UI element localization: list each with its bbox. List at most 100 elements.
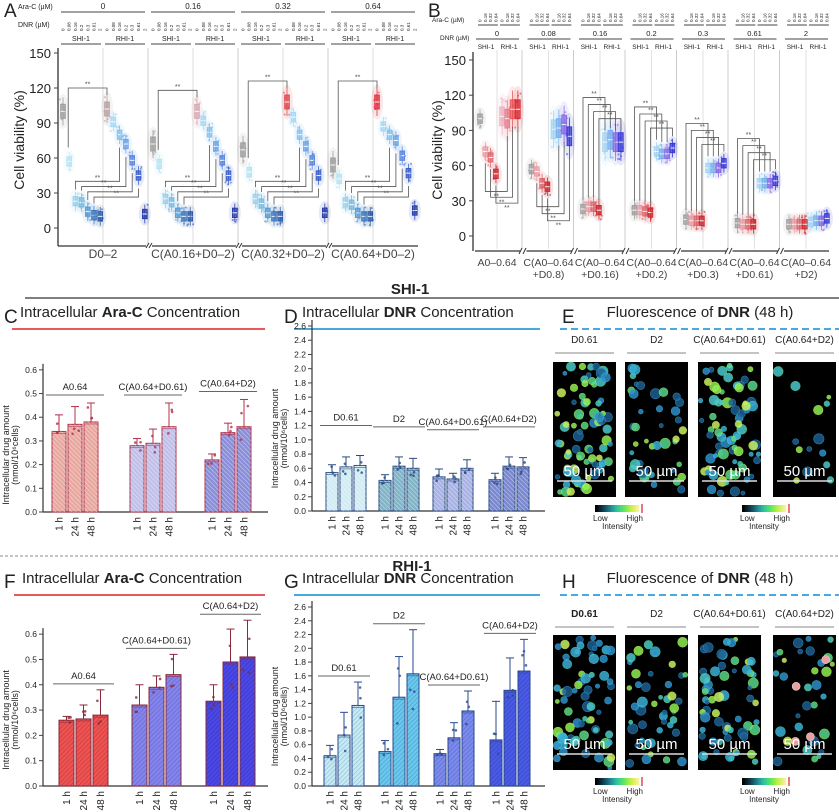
data-point xyxy=(513,106,516,109)
data-point xyxy=(608,132,611,135)
bar-hatch xyxy=(222,750,239,766)
colorbar-segment xyxy=(758,505,760,512)
bar-hatch xyxy=(378,751,386,759)
data-point xyxy=(767,180,770,183)
bar-hatch xyxy=(58,727,75,744)
bar-hatch xyxy=(517,772,531,786)
x-tick-label: 24 h xyxy=(342,516,353,535)
colorbar-segment xyxy=(783,505,785,512)
bar-hatch xyxy=(67,494,83,509)
cell xyxy=(590,634,597,641)
significance-bracket xyxy=(75,147,120,190)
dnr-level: 0.16 xyxy=(253,22,258,31)
bar-hatch xyxy=(353,497,367,511)
data-point xyxy=(529,171,532,174)
bar-hatch xyxy=(517,727,531,741)
bar-group-item xyxy=(339,456,353,512)
data-point xyxy=(202,115,205,118)
bar-hatch xyxy=(406,484,420,497)
data-point xyxy=(360,471,364,474)
data-point xyxy=(125,135,128,138)
y-tick-label: 1.0 xyxy=(294,435,306,445)
cell xyxy=(605,739,613,747)
data-point xyxy=(713,160,716,163)
bar-hatch xyxy=(516,475,530,488)
data-point xyxy=(159,165,162,168)
data-point xyxy=(534,167,537,170)
cell xyxy=(553,684,561,692)
data-point xyxy=(281,221,284,224)
bar-hatch xyxy=(502,479,516,493)
y-tick-label: 0.3 xyxy=(25,705,37,715)
bar-hatch xyxy=(396,777,406,787)
bar-hatch xyxy=(406,741,420,754)
data-point xyxy=(687,211,690,214)
cell xyxy=(772,366,784,377)
data-point xyxy=(274,217,277,220)
data-point xyxy=(195,121,198,124)
data-point xyxy=(568,139,571,142)
colorbar-segment xyxy=(622,778,625,785)
cell xyxy=(734,420,743,428)
data-point xyxy=(467,705,471,709)
data-point xyxy=(414,210,417,213)
arac-level: 0.16 xyxy=(608,13,613,22)
data-point xyxy=(495,482,499,486)
cell xyxy=(711,709,720,718)
bar-hatch xyxy=(517,670,520,673)
colorbar-segment xyxy=(634,505,637,512)
data-point xyxy=(172,199,175,202)
data-point xyxy=(264,215,267,218)
bar-hatch xyxy=(129,453,145,469)
data-point xyxy=(516,100,519,103)
data-point xyxy=(801,224,804,227)
cell xyxy=(645,738,656,748)
colorbar-high-label: High xyxy=(627,787,643,796)
bar-hatch xyxy=(447,763,461,777)
data-point xyxy=(435,479,438,482)
cell xyxy=(821,666,832,677)
bar-hatch xyxy=(148,763,165,780)
bar xyxy=(67,423,83,513)
bar-hatch xyxy=(222,682,239,699)
data-point xyxy=(256,199,259,202)
bar-hatch xyxy=(447,772,461,786)
bar-hatch xyxy=(502,484,516,497)
bar-hatch xyxy=(447,745,461,759)
data-point xyxy=(716,169,719,172)
bar-hatch xyxy=(517,709,531,723)
bar-hatch xyxy=(220,462,236,478)
data-point xyxy=(618,158,621,161)
bar-hatch xyxy=(446,506,452,512)
bar-hatch xyxy=(359,781,365,787)
data-point xyxy=(463,471,467,474)
data-point xyxy=(512,104,515,107)
colorbar-segment xyxy=(761,505,763,512)
bar-hatch xyxy=(351,754,365,768)
axis-break xyxy=(780,247,784,255)
cell xyxy=(776,648,784,656)
dnr-level: 0.08 xyxy=(157,22,162,31)
bar-hatch xyxy=(517,673,531,687)
arac-level: 0 xyxy=(684,19,689,22)
arac-level: 0.64 xyxy=(721,13,726,22)
bar-hatch xyxy=(461,750,475,763)
bar-hatch xyxy=(517,682,531,696)
bar-hatch xyxy=(410,777,420,787)
data-point xyxy=(248,637,251,641)
arac-level: 0.16 xyxy=(586,13,591,22)
data-point xyxy=(550,127,553,130)
significance-label: ** xyxy=(659,122,665,129)
x-tick-label: 1 h xyxy=(492,791,503,805)
y-tick-label: 0.5 xyxy=(25,654,37,664)
data-point xyxy=(603,152,606,155)
bar-hatch xyxy=(236,485,252,500)
cell xyxy=(751,758,759,765)
data-point xyxy=(689,211,692,214)
data-point xyxy=(322,209,325,212)
bar-hatch xyxy=(406,506,412,512)
scale-bar-label: 50 µm xyxy=(564,736,606,753)
y-tick-label: 2.2 xyxy=(294,630,306,640)
bar-hatch xyxy=(148,759,165,775)
bar-hatch xyxy=(92,759,109,775)
